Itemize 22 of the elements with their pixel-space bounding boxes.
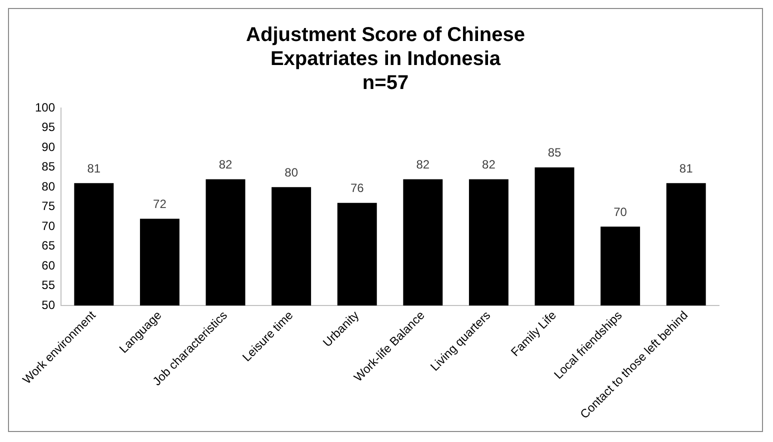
chart-subtitle: n=57	[361, 71, 410, 95]
y-tick-label: 65	[42, 238, 56, 253]
data-label: 76	[350, 181, 364, 196]
data-label: 80	[284, 165, 298, 180]
data-label: 81	[87, 161, 101, 176]
y-tick-label: 90	[42, 140, 56, 154]
data-label: 82	[416, 158, 430, 172]
y-tick-label: 50	[42, 298, 56, 312]
y-tick-label: 60	[42, 258, 56, 272]
y-tick-label: 75	[42, 199, 56, 214]
y-tick-label: 70	[42, 218, 56, 233]
data-label: 81	[679, 161, 694, 176]
y-tick-label: 100	[34, 100, 56, 115]
y-tick-label: 55	[42, 278, 56, 292]
y-tick-label: 95	[42, 120, 56, 134]
y-tick-label: 80	[42, 179, 56, 194]
data-label: 82	[218, 158, 233, 172]
y-tick-label: 85	[42, 160, 56, 174]
data-label: 82	[482, 158, 496, 172]
data-label: 72	[153, 197, 167, 212]
data-label: 85	[548, 146, 562, 160]
data-label: 70	[614, 204, 628, 219]
